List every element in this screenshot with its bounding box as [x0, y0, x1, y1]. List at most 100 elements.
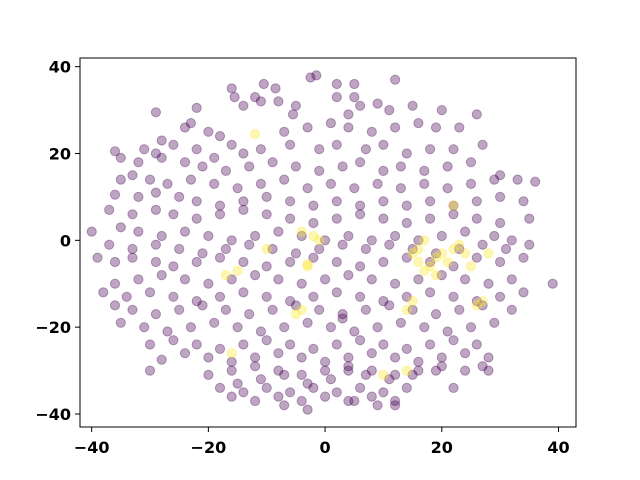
scatter-point-class-0: [349, 92, 360, 103]
scatter-point-class-0: [109, 146, 121, 157]
scatter-point-class-0: [179, 157, 191, 168]
scatter-point-class-0: [378, 213, 389, 224]
scatter-point-class-0: [174, 191, 185, 202]
scatter-point-class-0: [133, 226, 144, 237]
scatter-point-class-0: [191, 144, 202, 155]
scatter-point-class-0: [547, 278, 558, 289]
scatter-point-class-1: [226, 348, 237, 359]
scatter-point-class-0: [226, 274, 237, 285]
scatter-point-class-0: [343, 352, 354, 363]
scatter-point-class-0: [355, 200, 366, 211]
scatter-point-class-1: [407, 296, 418, 307]
scatter-point-class-0: [261, 261, 272, 272]
scatter-point-class-0: [261, 291, 272, 302]
scatter-point-class-0: [267, 157, 278, 168]
scatter-point-class-0: [425, 213, 436, 224]
scatter-point-class-0: [401, 252, 412, 263]
scatter-point-class-0: [238, 387, 249, 398]
scatter-point-class-0: [355, 291, 366, 302]
scatter-point-class-0: [203, 352, 214, 363]
scatter-point-class-0: [150, 187, 161, 198]
scatter-point-class-0: [530, 176, 541, 187]
scatter-point-class-0: [448, 291, 459, 302]
scatter-point-class-1: [308, 230, 319, 242]
scatter-point-class-0: [454, 243, 465, 255]
scatter-point-class-0: [232, 378, 243, 389]
plot-area-frame: [79, 57, 577, 428]
scatter-point-class-0: [214, 131, 226, 142]
scatter-point-class-0: [436, 230, 447, 242]
scatter-point-class-1: [460, 248, 471, 259]
scatter-point-class-0: [214, 291, 226, 302]
scatter-point-class-0: [448, 261, 459, 272]
scatter-point-class-1: [261, 243, 272, 255]
scatter-point-class-0: [506, 235, 517, 246]
scatter-point-class-0: [305, 72, 316, 83]
scatter-point-class-1: [232, 265, 243, 276]
scatter-point-class-1: [302, 261, 313, 272]
scatter-point-class-0: [314, 304, 325, 315]
scatter-point-class-0: [214, 382, 226, 393]
scatter-point-class-0: [279, 174, 290, 185]
scatter-point-class-0: [378, 196, 389, 207]
scatter-point-class-0: [104, 204, 115, 215]
scatter-point-class-0: [325, 178, 336, 189]
scatter-point-class-0: [185, 118, 196, 129]
y-tick-label: −40: [35, 405, 71, 424]
scatter-point-class-0: [261, 382, 272, 393]
scatter-point-class-0: [360, 144, 371, 155]
scatter-point-class-0: [139, 322, 150, 333]
scatter-point-class-1: [401, 365, 412, 376]
scatter-point-class-0: [384, 105, 395, 116]
scatter-point-class-0: [366, 274, 377, 285]
scatter-point-class-0: [343, 395, 354, 407]
scatter-point-class-0: [185, 174, 196, 185]
scatter-point-class-0: [413, 356, 424, 367]
scatter-point-class-1: [448, 200, 459, 211]
scatter-point-class-0: [331, 196, 342, 207]
scatter-point-class-1: [430, 270, 442, 281]
scatter-point-class-0: [127, 209, 138, 220]
scatter-point-class-0: [296, 395, 307, 407]
scatter-point-class-0: [109, 300, 121, 311]
scatter-point-class-1: [471, 300, 482, 311]
scatter-point-class-0: [226, 391, 237, 402]
scatter-point-class-0: [343, 365, 354, 376]
scatter-point-class-0: [401, 382, 412, 393]
scatter-point-class-0: [168, 261, 179, 272]
scatter-point-class-0: [168, 335, 179, 346]
scatter-point-class-0: [471, 196, 482, 207]
scatter-point-class-0: [343, 230, 354, 242]
scatter-point-class-0: [244, 309, 255, 320]
scatter-point-class-0: [401, 217, 412, 229]
scatter-point-class-0: [448, 382, 459, 393]
scatter-point-class-0: [425, 256, 436, 268]
scatter-point-class-0: [442, 326, 453, 337]
scatter-point-class-0: [220, 243, 231, 255]
scatter-point-class-0: [226, 83, 237, 94]
scatter-point-class-0: [168, 139, 179, 150]
scatter-point-class-0: [378, 387, 389, 398]
scatter-point-class-0: [384, 239, 395, 250]
scatter-point-class-0: [325, 322, 336, 333]
scatter-point-class-0: [191, 339, 202, 350]
scatter-point-class-0: [214, 252, 226, 263]
scatter-point-class-0: [413, 365, 424, 376]
x-tick-label: 20: [431, 438, 453, 457]
scatter-point-class-0: [191, 196, 202, 207]
scatter-point-class-0: [360, 243, 371, 255]
scatter-point-class-0: [448, 335, 459, 346]
scatter-point-class-0: [372, 178, 383, 189]
scatter-point-class-0: [378, 339, 389, 350]
scatter-point-class-0: [191, 213, 202, 224]
scatter-point-class-0: [150, 239, 161, 250]
scatter-point-class-0: [244, 239, 255, 250]
scatter-point-class-0: [267, 304, 278, 315]
scatter-point-class-0: [267, 243, 278, 255]
scatter-point-class-0: [401, 148, 412, 159]
scatter-point-class-0: [500, 243, 512, 255]
scatter-point-class-0: [174, 304, 185, 315]
scatter-point-class-0: [355, 157, 366, 168]
scatter-point-class-0: [366, 235, 377, 246]
